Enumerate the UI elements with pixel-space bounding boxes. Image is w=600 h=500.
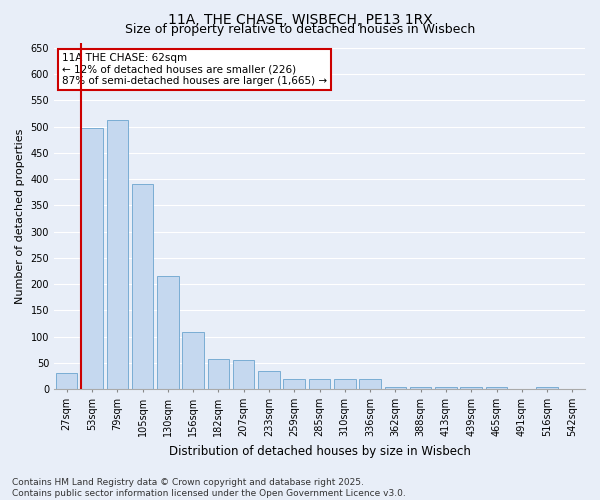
Bar <box>359 378 381 389</box>
Text: Size of property relative to detached houses in Wisbech: Size of property relative to detached ho… <box>125 22 475 36</box>
Bar <box>233 360 254 389</box>
Bar <box>283 378 305 389</box>
Bar <box>107 120 128 389</box>
Text: 11A THE CHASE: 62sqm
← 12% of detached houses are smaller (226)
87% of semi-deta: 11A THE CHASE: 62sqm ← 12% of detached h… <box>62 53 327 86</box>
Bar <box>157 276 179 389</box>
Text: 11A, THE CHASE, WISBECH, PE13 1RX: 11A, THE CHASE, WISBECH, PE13 1RX <box>167 12 433 26</box>
Bar <box>536 386 558 389</box>
X-axis label: Distribution of detached houses by size in Wisbech: Distribution of detached houses by size … <box>169 444 470 458</box>
Text: Contains HM Land Registry data © Crown copyright and database right 2025.
Contai: Contains HM Land Registry data © Crown c… <box>12 478 406 498</box>
Bar <box>258 371 280 389</box>
Bar <box>81 128 103 389</box>
Bar <box>208 359 229 389</box>
Bar <box>562 388 583 389</box>
Bar <box>182 332 204 389</box>
Bar <box>132 184 153 389</box>
Bar <box>385 386 406 389</box>
Bar <box>435 386 457 389</box>
Bar <box>309 378 330 389</box>
Bar <box>334 378 356 389</box>
Bar <box>486 386 507 389</box>
Bar <box>511 388 533 389</box>
Bar <box>410 386 431 389</box>
Y-axis label: Number of detached properties: Number of detached properties <box>15 128 25 304</box>
Bar <box>460 386 482 389</box>
Bar <box>56 374 77 389</box>
